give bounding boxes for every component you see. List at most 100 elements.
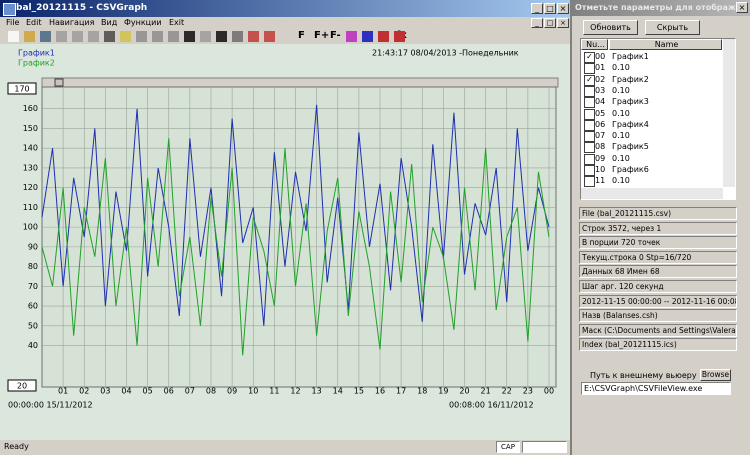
y-tick-label: 40 [28,341,38,350]
toolbar-icon[interactable] [136,31,147,42]
toolbar-icon[interactable] [120,31,131,42]
list-header[interactable]: Name [609,39,722,50]
checkbox[interactable]: ✓ [584,74,595,86]
mdi-button[interactable]: _ [531,18,543,28]
x-tick-label: 15 [354,387,364,396]
toolbar-icon[interactable] [346,31,357,42]
path-field[interactable]: E:\CSVGraph\CSVFileView.exe [581,382,731,395]
ymin-box [7,379,37,392]
list-header[interactable]: Nu... [581,39,608,50]
checkbox[interactable] [584,142,595,154]
header-time: 21:43:17 08/04/2013 -Понедельник [372,49,519,58]
toolbar-icon[interactable] [200,31,211,42]
toolbar-icon[interactable] [152,31,163,42]
mdi-button[interactable]: × [557,18,569,28]
panel-button[interactable]: Скрыть [645,20,700,35]
info-line: В порции 720 точек [579,236,737,250]
menu-item[interactable]: File [6,18,20,27]
x-tick-label: 16 [375,387,385,396]
row-number: 03 [595,85,606,95]
toolbar-button[interactable]: F+ [314,30,330,41]
window-button[interactable]: _ [531,3,543,14]
menu-item[interactable]: Навигация [49,18,95,27]
toolbar-icon[interactable] [104,31,115,42]
row-name: 0.10 [612,153,630,163]
y-tick-label: 140 [23,144,38,153]
y-tick-label: 160 [23,104,38,113]
checkbox[interactable] [584,131,595,143]
checkbox[interactable] [584,108,595,120]
info-line: Текущ.строка 0 Stp=16/720 [579,250,737,264]
row-number: 07 [595,131,606,141]
x-tick-label: 18 [417,387,427,396]
checkbox[interactable] [584,165,595,176]
row-name: График2 [612,74,649,84]
toolbar-icon[interactable] [72,31,83,42]
toolbar-icon[interactable] [56,31,67,42]
row-number: 02 [595,74,606,84]
toolbar-icon[interactable] [264,31,275,42]
panel-close[interactable]: × [736,2,748,13]
menu-item[interactable]: Вид [101,18,118,27]
checkbox[interactable] [584,119,595,131]
row-name: 0.10 [612,176,630,186]
toolbar-icon[interactable] [88,31,99,42]
info-line: Index (bal_20121115.ics) [579,338,737,352]
x-tick-label: 08 [206,387,216,396]
toolbar-icon[interactable] [8,31,19,42]
x-tick-label: 02 [79,387,89,396]
toolbar-icon[interactable] [394,31,405,42]
mdi-button[interactable]: □ [544,18,556,28]
row-name: График1 [612,52,649,61]
toolbar-button[interactable]: F [298,30,305,41]
toolbar-icon[interactable] [378,31,389,42]
toolbar-icon[interactable] [232,31,243,42]
menu-item[interactable]: Edit [26,18,42,27]
menu-item[interactable]: Exit [169,18,185,27]
x-tick-label: 12 [290,387,300,396]
toolbar-icon[interactable] [184,31,195,42]
x-tick-label: 11 [269,387,279,396]
toolbar-button[interactable]: F- [330,30,341,41]
row-number: 11 [595,176,606,186]
toolbar-icon[interactable] [216,31,227,42]
list-box [580,38,736,200]
checkbox[interactable]: ✓ [584,52,595,63]
checkbox[interactable] [584,153,595,165]
toolbar-icon[interactable] [40,31,51,42]
toolbar-icon[interactable] [168,31,179,42]
status-text: Ready [4,442,29,451]
row-name: 0.10 [612,63,630,73]
row-number: 09 [595,153,606,163]
window-button[interactable]: × [557,3,569,14]
x-tick-label: 23 [523,387,533,396]
toolbar-icon[interactable] [248,31,259,42]
start-label: 00:00:00 15/11/2012 [8,401,93,410]
browse-button[interactable]: Browse [700,369,731,381]
checkbox[interactable] [584,97,595,109]
x-tick-label: 10 [248,387,258,396]
row-number: 01 [595,63,606,73]
legend-entry: График1 [18,49,55,58]
row-name: График6 [612,165,649,174]
toolbar-icon[interactable] [24,31,35,42]
x-tick-label: 04 [121,387,131,396]
list-hscroll [581,188,723,199]
status-pane [522,441,567,453]
x-tick-label: 20 [459,387,469,396]
path-label: Путь к внешнему вьюеру [590,371,697,380]
row-number: 08 [595,142,606,152]
row-name: График4 [612,119,649,129]
x-tick-label: 09 [227,387,237,396]
window-button[interactable]: □ [544,3,556,14]
checkbox[interactable] [584,63,595,75]
menu-item[interactable]: Функции [124,18,162,27]
y-tick-label: 80 [28,262,38,271]
checkbox[interactable] [584,85,595,97]
row-name: 0.10 [612,85,630,95]
toolbar-icon[interactable] [362,31,373,42]
panel-button[interactable]: Обновить [583,20,638,35]
checkbox[interactable] [584,176,595,188]
